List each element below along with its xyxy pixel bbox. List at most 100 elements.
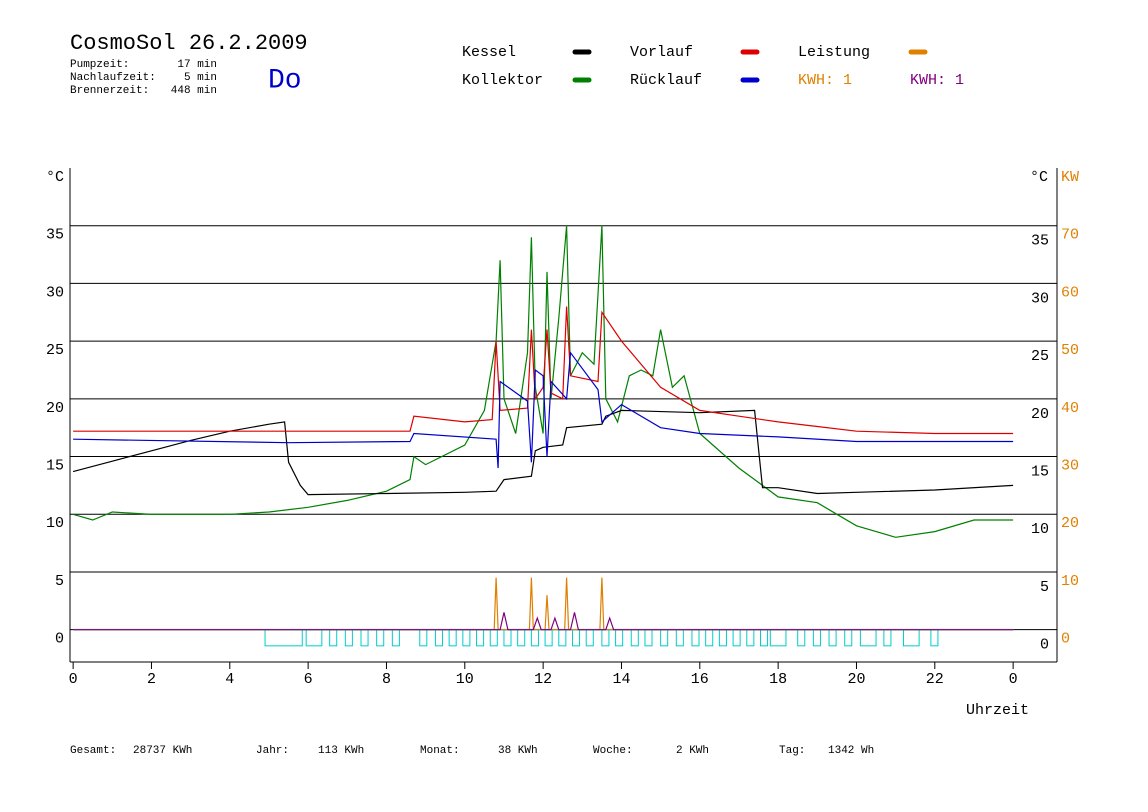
y-tick-label: 0 bbox=[55, 631, 64, 648]
pump-period bbox=[572, 629, 581, 647]
kwh-label: KWH: 1 bbox=[910, 72, 964, 89]
pump-period bbox=[419, 629, 428, 647]
pump-period bbox=[844, 629, 853, 647]
x-tick-label: 16 bbox=[691, 671, 709, 688]
pump-period bbox=[360, 629, 369, 647]
pump-period bbox=[812, 629, 821, 647]
y2-unit-label: °C bbox=[1030, 169, 1048, 186]
footer-value: 113 KWh bbox=[318, 745, 364, 757]
y-tick-label: 10 bbox=[46, 515, 64, 532]
pump-period bbox=[883, 629, 892, 647]
pump-period bbox=[344, 629, 353, 647]
series-line bbox=[72, 409, 1014, 496]
footer-label: Woche: bbox=[593, 745, 633, 757]
x-tick-label: 0 bbox=[1009, 671, 1018, 688]
pump-period bbox=[476, 629, 485, 647]
y2-tick-label: 20 bbox=[1061, 515, 1079, 532]
legend-label: Vorlauf bbox=[630, 44, 693, 61]
pump-period bbox=[828, 629, 837, 647]
pump-period bbox=[691, 629, 700, 647]
pump-period bbox=[530, 629, 539, 647]
pump-period bbox=[644, 629, 653, 647]
y2-tick-label: 70 bbox=[1061, 227, 1079, 244]
pump-period bbox=[615, 629, 624, 647]
y-tick-label: 30 bbox=[46, 284, 64, 301]
footer-label: Monat: bbox=[420, 745, 460, 757]
series-line bbox=[73, 306, 1014, 435]
y-tick-label: 35 bbox=[46, 227, 64, 244]
pump-period bbox=[264, 629, 303, 647]
pump-period bbox=[517, 629, 526, 647]
pump-period bbox=[329, 629, 338, 647]
pump-period bbox=[544, 629, 553, 647]
pump-period bbox=[660, 629, 669, 647]
x-tick-label: 10 bbox=[456, 671, 474, 688]
series-line bbox=[73, 351, 1014, 469]
x-tick-label: 22 bbox=[926, 671, 944, 688]
footer-value: 38 KWh bbox=[498, 745, 538, 757]
legend-label: Leistung bbox=[798, 44, 870, 61]
pump-period bbox=[462, 629, 471, 647]
y2-tick-label: 30 bbox=[1061, 458, 1079, 475]
pump-period bbox=[705, 629, 714, 647]
footer-value: 1342 Wh bbox=[828, 745, 874, 757]
pump-period bbox=[930, 629, 939, 647]
legend-label: Kessel bbox=[462, 44, 516, 61]
pump-period bbox=[859, 629, 877, 647]
y-tick-label: 5 bbox=[55, 573, 64, 590]
x-tick-label: 4 bbox=[225, 671, 234, 688]
y-tick-label: 25 bbox=[46, 342, 64, 359]
legend-label: Rücklauf bbox=[630, 72, 702, 89]
pump-period bbox=[769, 629, 787, 647]
y2-tick-label: 40 bbox=[1061, 400, 1079, 417]
footer-value: 2 KWh bbox=[676, 745, 709, 757]
pump-period bbox=[718, 629, 727, 647]
weekday: Do bbox=[268, 65, 302, 96]
footer-label: Tag: bbox=[779, 745, 805, 757]
pump-period bbox=[902, 629, 920, 647]
pump-period bbox=[760, 629, 769, 647]
x-tick-label: 12 bbox=[534, 671, 552, 688]
footer-label: Gesamt: bbox=[70, 745, 116, 757]
x-tick-label: 14 bbox=[612, 671, 630, 688]
pump-period bbox=[558, 629, 567, 647]
x-tick-label: 8 bbox=[382, 671, 391, 688]
y-tick-label-right: 35 bbox=[1031, 233, 1049, 250]
info-label: Nachlaufzeit: bbox=[70, 72, 156, 84]
y-tick-label-right: 30 bbox=[1031, 290, 1049, 307]
x-axis-label: Uhrzeit bbox=[966, 702, 1029, 719]
y-tick-label-right: 10 bbox=[1031, 521, 1049, 538]
y-tick-label-right: 0 bbox=[1040, 637, 1049, 654]
footer-value: 28737 KWh bbox=[133, 745, 192, 757]
chart-title: CosmoSol 26.2.2009 bbox=[70, 31, 308, 56]
info-value: 448 min bbox=[171, 85, 217, 97]
y2-tick-label: 0 bbox=[1061, 631, 1070, 648]
pump-period bbox=[391, 629, 400, 647]
y-tick-label-right: 25 bbox=[1031, 348, 1049, 365]
pump-period bbox=[434, 629, 443, 647]
x-tick-label: 6 bbox=[304, 671, 313, 688]
pump-period bbox=[675, 629, 684, 647]
y-tick-label: 15 bbox=[46, 458, 64, 475]
x-tick-label: 2 bbox=[147, 671, 156, 688]
pump-period bbox=[585, 629, 594, 647]
series-line bbox=[73, 612, 1014, 631]
y2-tick-label: 60 bbox=[1061, 284, 1079, 301]
pump-period bbox=[305, 629, 323, 647]
pump-period bbox=[732, 629, 741, 647]
pump-period bbox=[630, 629, 639, 647]
footer-label: Jahr: bbox=[256, 745, 289, 757]
y-tick-label: 20 bbox=[46, 400, 64, 417]
x-tick-label: 20 bbox=[847, 671, 865, 688]
pump-period bbox=[746, 629, 755, 647]
x-tick-label: 0 bbox=[69, 671, 78, 688]
info-label: Brennerzeit: bbox=[70, 85, 149, 97]
y2-tick-label: 50 bbox=[1061, 342, 1079, 359]
y-tick-label-right: 20 bbox=[1031, 406, 1049, 423]
y2-axis-label: KW bbox=[1061, 169, 1079, 186]
kwh-label: KWH: 1 bbox=[798, 72, 852, 89]
series-line bbox=[73, 577, 1014, 631]
pump-period bbox=[601, 629, 610, 647]
